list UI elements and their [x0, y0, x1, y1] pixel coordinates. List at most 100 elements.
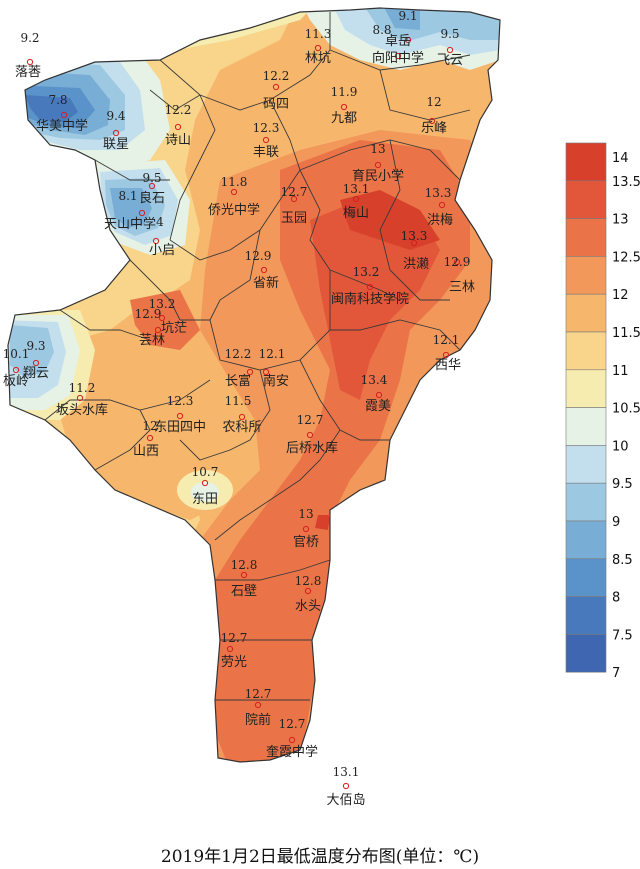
station-name: 小启	[149, 243, 175, 258]
station-name: 九都	[331, 111, 357, 126]
station-value: 13.1	[343, 182, 370, 196]
station-name: 侨光中学	[208, 202, 260, 218]
station-marker	[138, 209, 146, 217]
station-value: 12.3	[167, 394, 194, 408]
legend-swatch	[565, 407, 607, 446]
township-boundaries	[44, 12, 471, 701]
station-marker	[246, 368, 254, 376]
station-name: 向阳中学	[372, 50, 424, 66]
legend-tick-label: 12	[612, 288, 629, 303]
station-marker	[254, 701, 262, 709]
station-marker	[32, 359, 40, 367]
legend-swatch	[565, 293, 607, 333]
legend-tick-label: 11.5	[612, 326, 640, 341]
station-marker	[201, 479, 209, 487]
station-marker	[342, 782, 350, 790]
legend-swatch	[565, 180, 607, 219]
station-value: 12.7	[245, 687, 272, 701]
station-name: 玉园	[281, 211, 307, 226]
legend-swatch	[565, 596, 607, 635]
legend-tick-label: 13.5	[612, 175, 640, 190]
station-marker	[76, 394, 84, 402]
station-name: 天山中学	[104, 216, 156, 232]
station-value: 13.4	[361, 373, 388, 387]
coast-notch	[315, 515, 330, 530]
legend-tick-label: 8	[612, 591, 620, 606]
station-name: 芸林	[139, 332, 165, 348]
legend-tick-label: 7	[612, 666, 620, 681]
station-value: 9.4	[106, 109, 125, 123]
station-marker	[174, 123, 182, 131]
map-region	[7, 7, 501, 763]
station-marker	[340, 103, 348, 111]
legend-tick-label: 10.5	[612, 402, 640, 417]
station-name: 板岭	[3, 374, 29, 389]
station-marker	[446, 46, 454, 54]
station-marker	[148, 182, 156, 190]
station-marker	[314, 44, 322, 52]
station-name: 霞美	[365, 399, 391, 414]
station-name: 官桥	[293, 534, 319, 550]
station-value: 13.2	[149, 297, 176, 311]
station-name: 华美中学	[36, 118, 88, 134]
station-value: 10.7	[192, 465, 219, 479]
legend-swatch	[565, 445, 607, 484]
station-marker	[272, 83, 280, 91]
station-marker	[302, 525, 310, 533]
station-name: 东田	[192, 492, 218, 507]
station-marker	[260, 266, 268, 274]
legend-swatch	[565, 331, 607, 371]
station-value: 9.3	[26, 339, 45, 353]
station-name: 水头	[295, 599, 321, 614]
station-value: 9.5	[440, 27, 459, 41]
station-name: 大佰岛	[326, 792, 365, 808]
legend-tick-label: 13	[612, 213, 629, 228]
station-marker	[154, 326, 162, 334]
station-value: 12.2	[165, 103, 192, 117]
station-marker	[158, 314, 166, 322]
station-name: 坂头水库	[56, 402, 108, 418]
station-name: 落莕	[15, 65, 41, 80]
station-marker	[442, 351, 450, 359]
station-value: 4	[156, 215, 164, 229]
station-value: 12.7	[281, 185, 308, 199]
station-name: 良石	[139, 190, 165, 206]
legend-swatch	[565, 256, 607, 295]
station-name: 联星	[103, 137, 129, 152]
station-marker	[438, 201, 446, 209]
station-marker	[352, 195, 360, 203]
station-value: 13.1	[333, 765, 360, 779]
station-marker	[12, 366, 20, 374]
station-value: 12.1	[259, 347, 286, 361]
station-marker	[404, 36, 412, 44]
station-value: 12.8	[231, 558, 258, 572]
station-value: 7.8	[48, 93, 67, 107]
station-value: 12.9	[135, 307, 162, 321]
station-value: 9.5	[142, 171, 161, 185]
station-value: 12.2	[263, 69, 290, 83]
station-value: 12	[426, 95, 441, 109]
station-marker	[394, 52, 402, 60]
station-marker	[453, 258, 461, 266]
station-marker	[428, 117, 436, 125]
station-name: 丰联	[253, 145, 279, 160]
map-caption: 2019年1月2日最低温度分布图(单位：℃)	[160, 847, 480, 867]
station-value: 12.7	[297, 413, 324, 427]
station-name: 劳光	[221, 654, 247, 670]
legend-swatch	[565, 634, 607, 673]
station-value: 12.1	[433, 333, 460, 347]
station-value: 8.1	[118, 189, 137, 203]
station-name: 育民小学	[352, 168, 404, 184]
station-value: 13	[298, 507, 313, 521]
station-name: 三林	[449, 280, 475, 295]
station-name: 石壁	[231, 584, 257, 599]
station-name: 闽南科技学院	[331, 291, 409, 307]
station-name: 卓岳	[385, 34, 411, 49]
legend-tick-label: 10	[612, 439, 629, 454]
station-value: 11.9	[331, 85, 358, 99]
station-value: 10.1	[3, 347, 30, 361]
station-value: 12.7	[221, 631, 248, 645]
station-marker	[238, 413, 246, 421]
legend-swatch	[565, 142, 607, 182]
